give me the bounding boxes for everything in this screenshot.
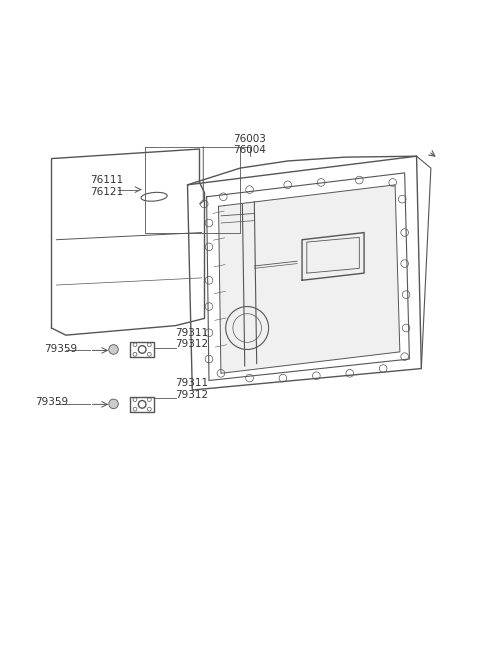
Text: 79359: 79359 [35,397,68,407]
Text: 79311
79312: 79311 79312 [176,378,209,400]
Circle shape [109,399,118,409]
Text: 79359: 79359 [44,344,77,354]
Text: 76111
76121: 76111 76121 [90,175,123,197]
Text: 79311
79312: 79311 79312 [176,328,209,350]
Circle shape [109,344,118,354]
Polygon shape [218,185,400,373]
Text: 76003
76004: 76003 76004 [233,134,266,155]
